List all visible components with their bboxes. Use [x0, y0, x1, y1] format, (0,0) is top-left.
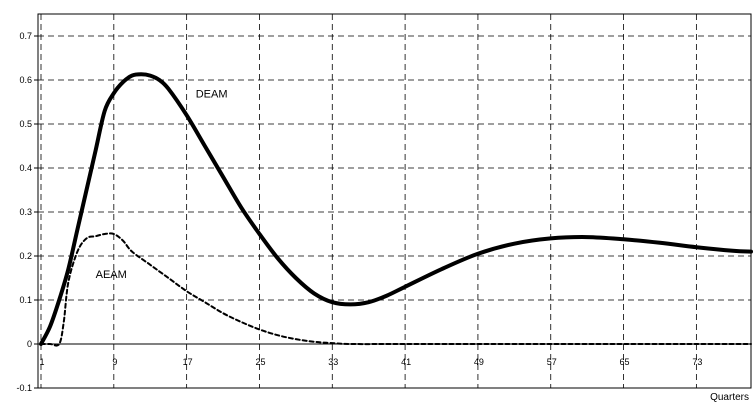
series-line-deam — [39, 72, 753, 346]
y-tick-label: 0.5 — [19, 119, 32, 129]
annotation-aeam: AEAM — [96, 269, 127, 281]
plot-frame — [37, 13, 752, 389]
annotation-deam: DEAM — [196, 89, 228, 101]
y-tick-label: 0.1 — [19, 295, 32, 305]
x-tick-label: 49 — [474, 357, 484, 367]
series-line-aeam — [40, 232, 752, 347]
y-tick-label: 0.2 — [19, 251, 32, 261]
y-tick-label: 0.4 — [19, 163, 32, 173]
x-tick-label: 33 — [328, 357, 338, 367]
y-tick-labels: -0.1 0 0.1 0.2 0.3 0.4 0.5 0.6 0.7 — [16, 31, 32, 393]
x-tick-label: 25 — [255, 357, 265, 367]
y-tick-label: 0.7 — [19, 31, 32, 41]
x-tick-label: 41 — [401, 357, 411, 367]
x-tick-label: 73 — [692, 357, 702, 367]
x-tick-labels: 1 9 17 25 33 41 49 57 65 73 — [39, 357, 702, 367]
y-tick-label: 0.3 — [19, 207, 32, 217]
y-tick-label: 0.6 — [19, 75, 32, 85]
y-tick-label: 0 — [27, 339, 32, 349]
x-axis-label: Quarters — [710, 392, 749, 403]
x-tick-label: 57 — [547, 357, 557, 367]
grid — [34, 14, 751, 389]
annotations: DEAM AEAM — [96, 89, 228, 281]
y-tick-label: -0.1 — [16, 383, 32, 393]
series-lines — [39, 72, 753, 347]
x-tick-label: 1 — [39, 357, 44, 367]
x-tick-label: 65 — [620, 357, 630, 367]
x-tick-label: 9 — [112, 357, 117, 367]
x-tick-label: 17 — [183, 357, 193, 367]
